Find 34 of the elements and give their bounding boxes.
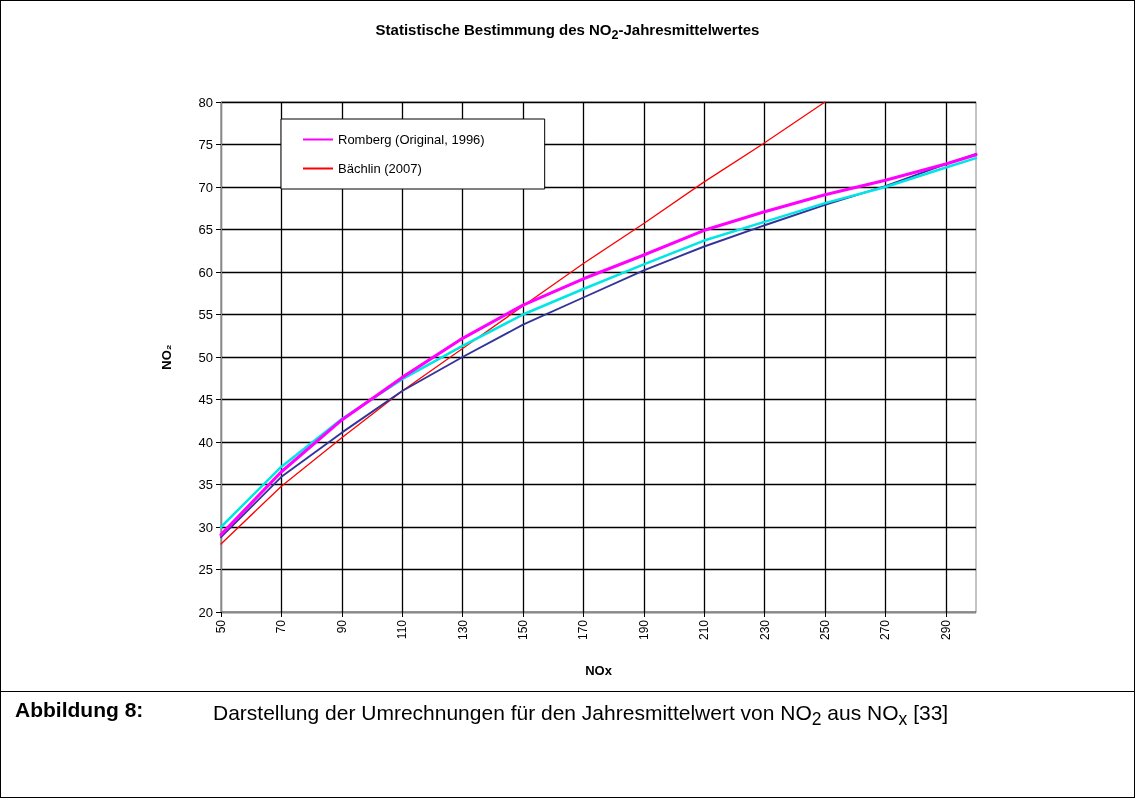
x-tick-label: 50: [214, 619, 228, 634]
y-tick-label: 20: [198, 604, 213, 620]
x-tick-label: 210: [697, 619, 712, 641]
x-tick-label: 130: [455, 619, 470, 641]
y-tick-label: 35: [198, 477, 213, 492]
x-tick-label: 150: [516, 619, 530, 641]
text: Darstellung der Umrechnungen für den Jahresmittelwert von NO$_{2}$ aus NO$_{x}$ [33]: [213, 700, 950, 732]
x-axis-title: NOx: [585, 663, 613, 678]
y-tick-label: 75: [198, 137, 213, 152]
y-tick-label: 25: [198, 562, 213, 577]
y-tick-label: 30: [198, 519, 213, 535]
line-series: [220, 101, 826, 545]
x-tick-label: 250: [818, 619, 832, 641]
text: Abbildung 8:: [15, 698, 144, 722]
x-tick-label: 270: [878, 619, 893, 641]
x-tick-label: 290: [938, 619, 953, 641]
legend-label: Bächlin (2007): [338, 161, 422, 176]
y-tick-label: 40: [198, 434, 213, 450]
y-tick-label: 50: [198, 349, 213, 365]
legend-label: Romberg (Original, 1996): [338, 132, 485, 147]
y-tick-label: 70: [198, 179, 213, 195]
x-tick-label: 230: [757, 619, 772, 641]
y-tick-label: 65: [198, 222, 213, 237]
y-tick-label: 45: [198, 392, 213, 407]
y-axis-title: NO₂: [159, 344, 174, 370]
y-tick-label: 55: [198, 307, 213, 322]
x-tick-label: 190: [636, 619, 651, 641]
x-tick-label: 70: [274, 619, 289, 634]
y-tick-label: 80: [198, 94, 213, 110]
x-tick-label: 110: [395, 619, 410, 640]
y-tick-label: 60: [198, 264, 213, 280]
x-tick-label: 170: [576, 619, 591, 641]
x-tick-label: 90: [334, 619, 349, 634]
chart-title: Statistische Bestimmung des NO$_{2}$-Jahresmittelwertes: [374, 21, 761, 42]
